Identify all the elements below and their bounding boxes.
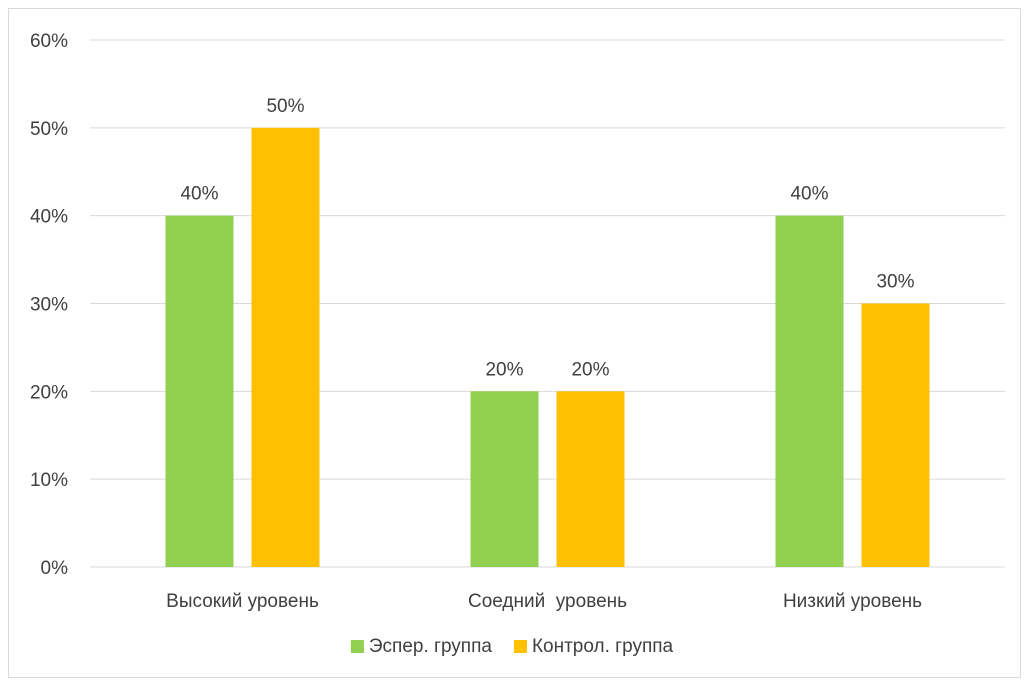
bar (470, 391, 539, 567)
data-labels: 40% 50% 20% 20% 40% 30% (180, 96, 914, 381)
legend: Эспер. группа Контрол. группа (350, 636, 674, 657)
y-axis-tick-labels: 0% 10% 20% 30% 40% 50% 60% (30, 31, 68, 579)
x-category-label: Высокий уровень (166, 591, 319, 612)
y-tick-label: 30% (30, 295, 68, 316)
data-label: 30% (876, 272, 914, 293)
y-tick-label: 40% (30, 207, 68, 228)
x-category-label: Соедний уровень (468, 591, 627, 612)
data-label: 40% (180, 184, 218, 205)
bar (556, 391, 625, 567)
legend-label: Контрол. группа (532, 636, 674, 657)
y-tick-label: 60% (30, 31, 68, 52)
y-tick-label: 50% (30, 119, 68, 140)
legend-swatch (350, 640, 364, 653)
legend-item: Контрол. группа (513, 636, 674, 657)
bar (861, 303, 930, 567)
data-label: 40% (790, 184, 828, 205)
gridlines (90, 39, 1005, 568)
bar (165, 215, 234, 567)
x-axis-category-labels: Высокий уровень Соедний уровень Низкий уро… (166, 591, 922, 612)
x-category-label: Низкий уровень (783, 591, 922, 612)
data-label: 20% (571, 359, 609, 380)
y-tick-label: 0% (41, 558, 69, 579)
data-label: 50% (266, 96, 304, 117)
legend-item: Эспер. группа (350, 636, 492, 657)
bar (251, 127, 320, 567)
data-label: 20% (485, 359, 523, 380)
y-tick-label: 20% (30, 382, 68, 403)
bars (165, 127, 930, 567)
legend-label: Эспер. группа (369, 636, 492, 657)
y-tick-label: 10% (30, 470, 68, 491)
bar (775, 215, 844, 567)
legend-swatch (513, 640, 527, 653)
